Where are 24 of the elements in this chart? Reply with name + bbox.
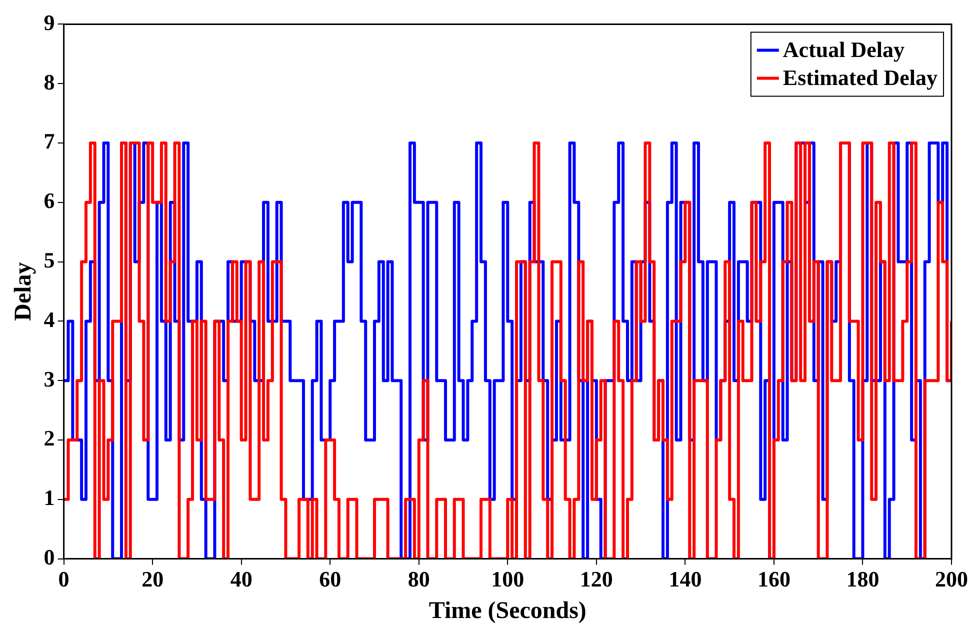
x-tick-label: 140 [668, 566, 702, 592]
legend-label: Actual Delay [782, 36, 905, 62]
y-tick-label: 1 [44, 485, 55, 510]
y-tick-label: 8 [44, 69, 55, 94]
x-tick-label: 160 [757, 566, 790, 592]
y-tick-label: 7 [44, 128, 55, 154]
y-tick-label: 6 [44, 188, 55, 214]
y-tick-label: 0 [44, 544, 55, 570]
legend-label: Estimated Delay [782, 64, 938, 90]
x-tick-label: 40 [230, 566, 252, 592]
y-tick-label: 9 [44, 10, 55, 35]
y-axis-title: Delay [10, 262, 37, 321]
y-tick-label: 4 [44, 306, 55, 332]
x-tick-label: 120 [580, 566, 613, 592]
y-tick-label: 3 [44, 366, 55, 392]
x-tick-label: 200 [935, 566, 968, 592]
y-tick-label: 5 [44, 247, 55, 272]
x-tick-label: 100 [491, 566, 524, 592]
y-tick-label: 2 [44, 426, 55, 451]
x-tick-label: 180 [846, 566, 880, 592]
x-tick-label: 60 [319, 566, 342, 592]
x-axis-title: Time (Seconds) [428, 598, 586, 624]
x-tick-label: 20 [142, 566, 164, 592]
x-tick-label: 80 [408, 566, 430, 592]
